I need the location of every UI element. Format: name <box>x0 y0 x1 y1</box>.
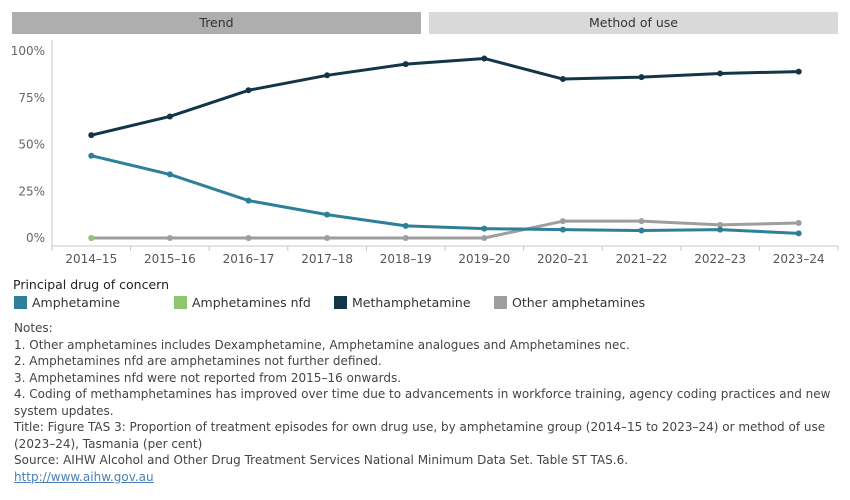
data-point-other-amphetamines <box>166 235 173 241</box>
data-point-amphetamine <box>717 226 724 233</box>
line-chart: 100% 75% 50% 25% 0% 2014–15 2015–16 2016–17 2017… <box>11 40 839 266</box>
y-tick-label: 0% <box>26 231 45 245</box>
legend-swatch <box>494 296 507 309</box>
data-point-amphetamine <box>559 226 566 233</box>
data-point-amphetamine <box>245 197 252 204</box>
figure-title: Title: Figure TAS 3: Proportion of treat… <box>14 420 826 451</box>
legend-item-methamphetamine[interactable]: Methamphetamine <box>334 295 471 311</box>
legend-title: Principal drug of concern <box>13 277 170 292</box>
data-point-other-amphetamines <box>795 220 802 227</box>
data-point-methamphetamine <box>324 72 331 79</box>
y-tick-label: 100% <box>11 44 45 58</box>
series-line-amphetamine <box>89 154 801 235</box>
data-point-amphetamines-nfd <box>88 235 95 241</box>
note-4: 4. Coding of methamphetamines has improv… <box>14 387 831 418</box>
x-tick-label: 2020–21 <box>537 252 589 266</box>
series-line-methamphetamine <box>89 56 801 137</box>
data-point-methamphetamine <box>245 87 252 94</box>
tab-trend[interactable]: Trend <box>12 12 421 34</box>
data-point-amphetamine <box>88 152 95 159</box>
x-tick-label: 2016–17 <box>223 252 275 266</box>
data-point-amphetamine <box>481 225 488 232</box>
x-tick-label: 2022–23 <box>694 252 746 266</box>
tab-method-of-use[interactable]: Method of use <box>429 12 838 34</box>
x-tick-label: 2023–24 <box>773 252 825 266</box>
data-point-methamphetamine <box>88 132 95 139</box>
data-point-other-amphetamines <box>638 218 645 225</box>
legend-swatch <box>14 296 27 309</box>
note-2: 2. Amphetamines nfd are amphetamines not… <box>14 354 382 368</box>
data-point-amphetamine <box>795 230 802 237</box>
data-point-amphetamine <box>324 211 331 218</box>
source-text: Source: AIHW Alcohol and Other Drug Trea… <box>14 453 629 467</box>
data-point-amphetamine <box>166 171 173 178</box>
data-point-other-amphetamines <box>559 218 566 225</box>
note-3: 3. Amphetamines nfd were not reported fr… <box>14 370 402 385</box>
x-tick-label: 2018–19 <box>380 252 432 266</box>
legend-item-amphetamine[interactable]: Amphetamine <box>14 295 120 311</box>
note-1: 1. Other amphetamines includes Dexamphet… <box>14 337 630 352</box>
y-tick-label: 50% <box>18 138 45 152</box>
legend-swatch <box>174 296 187 309</box>
data-point-other-amphetamines <box>402 235 409 241</box>
data-point-methamphetamine <box>481 55 488 62</box>
x-tick-label: 2021–22 <box>616 252 668 266</box>
data-point-other-amphetamines <box>717 221 724 228</box>
data-point-methamphetamine <box>402 61 409 68</box>
legend-item-amphetamines-nfd[interactable]: Amphetamines nfd <box>174 295 311 311</box>
x-tick-label: 2019–20 <box>458 252 510 266</box>
data-point-other-amphetamines <box>245 235 252 241</box>
notes-heading: Notes: <box>14 321 53 335</box>
data-point-methamphetamine <box>559 76 566 83</box>
data-point-other-amphetamines <box>481 235 488 241</box>
data-point-methamphetamine <box>717 70 724 77</box>
data-point-methamphetamine <box>166 113 173 120</box>
data-point-methamphetamine <box>638 74 645 81</box>
y-tick-label: 25% <box>18 184 45 198</box>
data-point-amphetamine <box>638 227 645 234</box>
series-line-other-amphetamines <box>89 219 801 240</box>
data-point-other-amphetamines <box>324 235 331 241</box>
data-point-amphetamine <box>402 222 409 229</box>
notes-section: Notes: 1. Other amphetamines includes De… <box>14 320 834 485</box>
y-tick-label: 75% <box>18 91 45 105</box>
aihw-link[interactable]: http://www.aihw.gov.au <box>14 469 154 484</box>
legend-item-other-amphetamines[interactable]: Other amphetamines <box>494 295 645 311</box>
x-tick-label: 2015–16 <box>144 252 196 266</box>
legend-swatch <box>334 296 347 309</box>
x-tick-label: 2014–15 <box>65 252 117 266</box>
data-point-methamphetamine <box>795 68 802 75</box>
x-tick-label: 2017–18 <box>301 252 353 266</box>
